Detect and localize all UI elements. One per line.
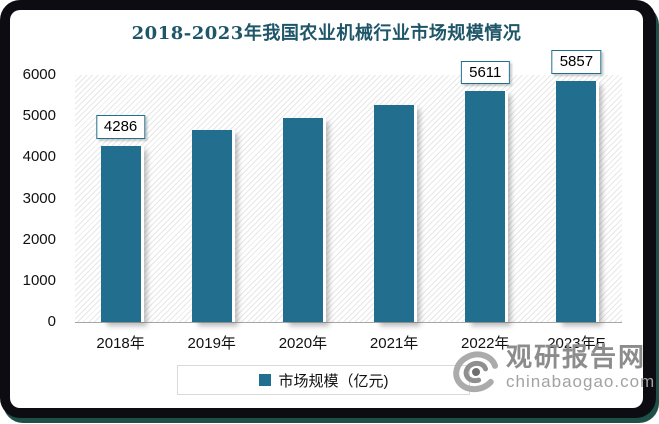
category-slot: 5857 2023年E [531,50,622,352]
bar-2023年E [556,80,597,322]
bar-2019年 [191,129,232,322]
y-tick-label: 1000 [22,271,56,289]
y-axis: 0 1000 2000 3000 4000 5000 6000 [10,67,66,329]
data-label: 4286 [95,115,146,139]
plot-area: 4286 2018年 2019年 2020年 2021年 5611 2022年 5857 202… [75,50,622,352]
bar-2022年 [465,91,506,322]
x-axis-label: 2019年 [187,335,236,352]
legend-label: 市场规模（亿元) [278,372,389,390]
y-tick-label: 4000 [22,148,56,166]
bar-2020年 [282,117,323,322]
y-tick-label: 6000 [22,66,56,83]
category-slot: 2019年 [166,75,257,352]
x-axis-label: 2022年 [461,335,510,352]
y-tick-label: 3000 [22,189,56,207]
bar-2021年 [374,105,415,322]
chart-canvas: 2018-2023年我国农业机械行业市场规模情况 0 1000 2000 3000 40… [10,10,654,408]
category-slot: 2020年 [257,75,348,352]
x-axis-label: 2023年E [547,335,606,352]
y-tick-label: 2000 [22,230,56,248]
watermark-domain: chinabaogao.com [506,371,656,391]
data-label: 5611 [461,60,510,85]
legend: 市场规模（亿元) [177,365,470,395]
y-tick-label: 5000 [22,107,56,125]
category-slot: 2021年 [349,75,440,352]
category-slot: 4286 2018年 [75,75,166,352]
data-label: 5857 [551,50,602,74]
x-axis-label: 2020年 [278,335,328,352]
x-axis-label: 2021年 [369,335,419,352]
y-tick-label: 0 [47,313,56,330]
bar-2018年 [100,145,141,322]
legend-swatch-icon [258,374,271,386]
x-axis-label: 2018年 [96,335,145,352]
chart-title: 2018-2023年我国农业机械行业市场规模情况 [131,23,522,44]
category-slot: 5611 2022年 [440,60,531,352]
